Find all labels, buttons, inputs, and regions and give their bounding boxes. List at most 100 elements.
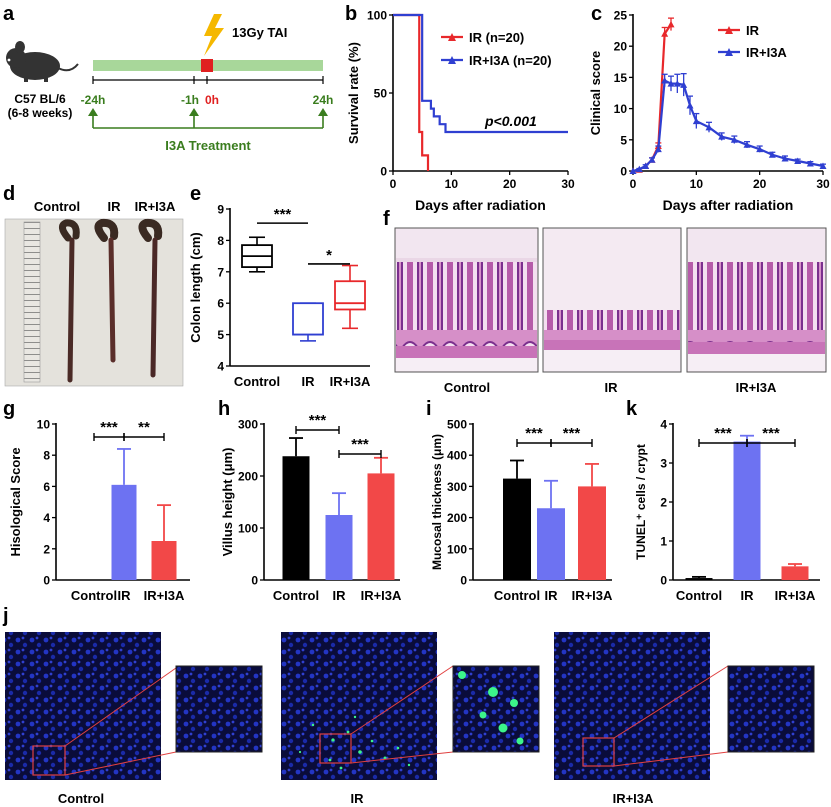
panel-letter-j: j bbox=[2, 605, 9, 627]
x-tick-label: 30 bbox=[561, 177, 575, 191]
y-tick-label: 2 bbox=[43, 542, 50, 556]
survival-chart: 0 50 100 Survival rate (%) 0 10 20 30 Days after… bbox=[346, 9, 575, 214]
data-point bbox=[781, 155, 789, 162]
y-tick-label: 0 bbox=[251, 574, 258, 588]
panel-letter-e: e bbox=[190, 183, 201, 205]
series-line-red bbox=[393, 13, 430, 171]
y-tick-label: 0 bbox=[380, 165, 387, 179]
panel-letter-d: d bbox=[3, 183, 15, 205]
data-point bbox=[718, 133, 726, 140]
x-category-label: Control bbox=[676, 588, 722, 603]
mouse-strain-label: C57 BL/6 bbox=[14, 92, 66, 106]
panel-letter-c: c bbox=[591, 3, 602, 25]
data-point bbox=[654, 145, 662, 153]
panel-letter-k: k bbox=[626, 398, 638, 420]
y-axis-label: Colon length (cm) bbox=[188, 232, 203, 343]
tunel-label-control: Control bbox=[58, 791, 104, 806]
colon-cecum-ir-i3a bbox=[138, 218, 163, 242]
y-axis-label: Villus height (μm) bbox=[220, 448, 235, 557]
y-axis-label: TUNEL⁺ cells / crypt bbox=[634, 444, 648, 560]
bar-red bbox=[578, 486, 606, 580]
x-category-label: IR bbox=[302, 374, 316, 389]
mouse-age-label: (6-8 weeks) bbox=[8, 106, 73, 120]
x-category-label: Control bbox=[71, 588, 117, 603]
y-tick-label: 5 bbox=[217, 328, 224, 342]
y-tick-label: 4 bbox=[43, 511, 50, 525]
tunel-cells-chart: 0 1 2 3 4 TUNEL⁺ cells / crypt Control IR IR+I3A… bbox=[634, 418, 820, 603]
legend-label-red: IR (n=20) bbox=[469, 30, 524, 45]
x-category-label: Control bbox=[234, 374, 280, 389]
x-category-label: IR bbox=[545, 588, 559, 603]
data-point bbox=[705, 123, 713, 131]
histology-label-ir: IR bbox=[605, 380, 619, 395]
y-tick-label: 300 bbox=[238, 418, 258, 432]
data-point bbox=[629, 167, 637, 174]
data-point bbox=[680, 81, 688, 88]
x-axis-label: Days after radiation bbox=[663, 197, 794, 213]
x-category-label: Control bbox=[273, 588, 319, 603]
histology-image-ir bbox=[542, 227, 682, 373]
data-point bbox=[692, 117, 700, 125]
legend-marker-red bbox=[725, 26, 733, 34]
data-point bbox=[756, 145, 764, 153]
data-point bbox=[635, 165, 643, 173]
data-point bbox=[661, 30, 669, 37]
x-tick-label: 20 bbox=[753, 177, 767, 191]
data-point bbox=[661, 77, 669, 84]
data-point bbox=[673, 80, 681, 87]
villus-height-chart: 0 100 200 300 Villus height (μm) Control IR IR+… bbox=[220, 412, 402, 603]
time-label-minus1h: -1h bbox=[181, 93, 199, 107]
significance-label: *** bbox=[274, 206, 292, 223]
y-tick-label: 10 bbox=[37, 418, 51, 432]
x-category-label: IR+I3A bbox=[144, 588, 185, 603]
treatment-label: I3A Treatment bbox=[165, 138, 251, 153]
time-label-0h: 0h bbox=[205, 93, 219, 107]
y-tick-label: 8 bbox=[43, 449, 50, 463]
legend-label-red: IR bbox=[746, 23, 760, 38]
bar-blue bbox=[111, 484, 137, 580]
series-line-blue bbox=[393, 13, 568, 134]
significance-label: *** bbox=[525, 425, 543, 442]
y-tick-label: 10 bbox=[614, 102, 628, 116]
panel-letter-g: g bbox=[3, 398, 15, 420]
significance-label: *** bbox=[351, 436, 369, 453]
x-tick-label: 0 bbox=[390, 177, 397, 191]
panel-letter-a: a bbox=[3, 3, 15, 25]
x-category-label: IR bbox=[741, 588, 755, 603]
panel-letter-i: i bbox=[426, 398, 432, 420]
x-category-label: IR+I3A bbox=[572, 588, 613, 603]
y-tick-label: 100 bbox=[447, 542, 467, 556]
x-tick-label: 10 bbox=[445, 177, 459, 191]
mouse-icon bbox=[6, 41, 79, 82]
time-label-24h: 24h bbox=[313, 93, 334, 107]
treatment-arrows bbox=[88, 108, 328, 129]
x-category-label: IR+I3A bbox=[361, 588, 402, 603]
x-tick-label: 30 bbox=[816, 177, 830, 191]
y-tick-label: 50 bbox=[374, 87, 388, 101]
dose-label: 13Gy TAI bbox=[232, 25, 287, 40]
time-label-minus24h: -24h bbox=[81, 93, 106, 107]
ruler bbox=[23, 221, 41, 383]
legend-marker-blue bbox=[448, 56, 456, 64]
bar-black bbox=[685, 578, 713, 580]
tunel-positive-cells bbox=[298, 715, 411, 770]
y-tick-label: 100 bbox=[367, 9, 387, 23]
data-point bbox=[686, 101, 694, 109]
bar-black bbox=[282, 456, 310, 580]
colon-label-ir-i3a: IR+I3A bbox=[135, 199, 176, 214]
colon-cecum-ir bbox=[94, 218, 119, 242]
y-tick-label: 15 bbox=[614, 71, 628, 85]
significance-label: ** bbox=[138, 419, 150, 436]
y-tick-label: 9 bbox=[217, 203, 224, 217]
legend-marker-blue bbox=[725, 48, 733, 56]
colon-label-ir: IR bbox=[108, 199, 122, 214]
y-tick-label: 0 bbox=[620, 165, 627, 179]
y-tick-label: 0 bbox=[43, 574, 50, 588]
histology-image-ir-i3a bbox=[686, 227, 827, 373]
y-tick-label: 200 bbox=[447, 511, 467, 525]
irradiation-marker bbox=[201, 59, 213, 72]
histology-image-control bbox=[394, 227, 539, 373]
x-axis-label: Days after radiation bbox=[415, 197, 546, 213]
y-axis-label: Hisological Score bbox=[8, 447, 23, 556]
